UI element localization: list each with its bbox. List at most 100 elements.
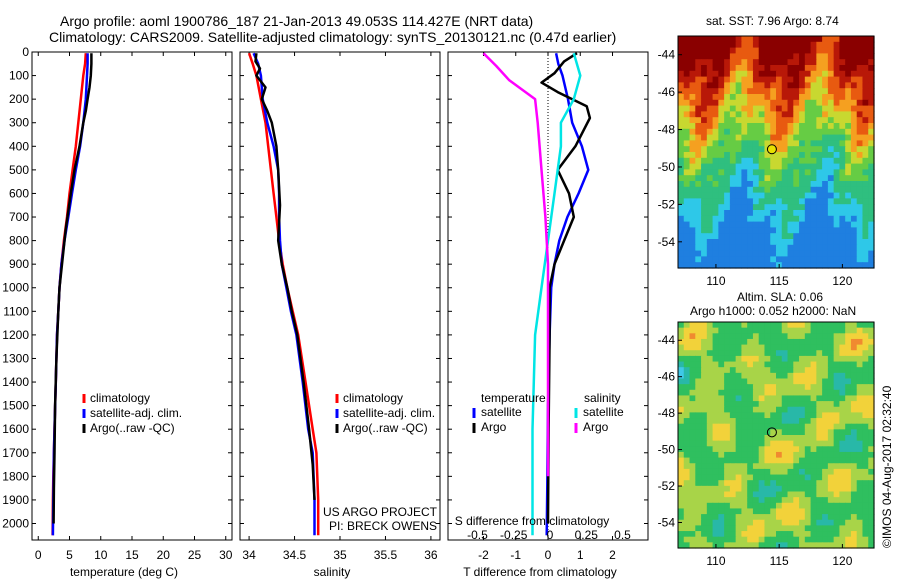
map-cell	[816, 536, 823, 543]
map-cell	[706, 406, 714, 413]
map-cell	[862, 88, 869, 95]
map-cell	[695, 70, 702, 78]
map-cell	[862, 525, 869, 532]
map-cell	[689, 41, 696, 49]
map-cell	[776, 221, 783, 228]
map-cell	[810, 514, 817, 521]
map-cell	[729, 256, 737, 263]
map-cell	[706, 502, 714, 510]
map-cell	[804, 435, 812, 442]
map-cell	[839, 76, 846, 83]
map-cell	[845, 181, 852, 188]
map-cell	[868, 514, 875, 521]
map-cell	[724, 128, 731, 136]
map-cell	[804, 65, 812, 72]
map-cell	[701, 514, 708, 521]
map-cell	[776, 401, 783, 408]
map-cell	[804, 41, 812, 49]
map-cell	[770, 244, 777, 252]
map-cell	[770, 355, 777, 363]
map-cell	[793, 262, 800, 269]
map-cell	[712, 94, 719, 101]
map-cell	[752, 502, 760, 510]
map-cell	[770, 99, 777, 107]
map-cell	[776, 198, 783, 205]
map-cell	[827, 514, 835, 521]
map-cell	[827, 457, 835, 464]
map-cell	[799, 88, 806, 95]
map-cell	[816, 367, 823, 374]
map-cell	[678, 344, 685, 351]
map-cell	[678, 412, 685, 419]
map-cell	[741, 457, 748, 464]
map-cell	[845, 157, 852, 165]
map-cell	[776, 451, 783, 459]
map-cell	[862, 395, 869, 402]
map-cell	[787, 361, 794, 368]
map-cell	[816, 463, 823, 470]
map-cell	[810, 542, 817, 549]
map-cell	[787, 76, 794, 83]
map-cell	[839, 395, 846, 402]
map-cell	[764, 181, 771, 188]
map-cell	[787, 463, 794, 470]
map-cell	[770, 59, 777, 66]
map-cell	[839, 244, 846, 252]
map-cell	[752, 53, 760, 60]
map-cell	[735, 233, 743, 240]
map-cell	[706, 542, 714, 549]
map-cell	[758, 338, 766, 346]
map-cell	[787, 215, 794, 223]
map-cell	[712, 384, 719, 391]
map-cell	[833, 262, 841, 269]
map-cell	[781, 175, 789, 182]
map-cell	[735, 47, 743, 54]
map-cell	[706, 186, 714, 194]
map-cell	[712, 88, 719, 95]
map-cell	[833, 435, 841, 442]
map-cell	[839, 485, 846, 493]
map-cell	[804, 406, 812, 413]
map-cell	[718, 418, 725, 425]
map-cell	[827, 367, 835, 374]
map-cell	[758, 378, 766, 385]
diff-legend-label: satellite	[583, 405, 624, 419]
map-cell	[678, 65, 685, 72]
map-cell	[747, 514, 754, 521]
map-cell	[816, 227, 823, 234]
map-cell	[868, 418, 875, 425]
map-cell	[724, 418, 731, 425]
map-cell	[868, 451, 875, 459]
map-cell	[706, 123, 714, 130]
map-cell	[804, 134, 812, 141]
map-cell	[678, 372, 685, 380]
map-cell	[729, 99, 737, 107]
map-cell	[822, 338, 829, 346]
map-cell	[845, 333, 852, 340]
map-cell	[678, 406, 685, 413]
map-cell	[845, 256, 852, 263]
map-cell	[695, 204, 702, 211]
map-cell	[862, 123, 869, 130]
map-cell	[781, 117, 789, 124]
map-cell	[764, 435, 771, 442]
map-cell	[845, 514, 852, 521]
map-cell	[706, 233, 714, 240]
map-cell	[747, 542, 754, 549]
map-cell	[764, 463, 771, 470]
temperature-xtick-label: 30	[219, 548, 233, 562]
map-cell	[729, 94, 737, 101]
map-cell	[712, 451, 719, 459]
map-cell	[868, 525, 875, 532]
map-cell	[776, 244, 783, 252]
map-cell	[729, 361, 737, 368]
map-cell	[799, 514, 806, 521]
map-cell	[810, 169, 817, 176]
map-cell	[678, 186, 685, 194]
map-cell	[729, 82, 737, 89]
map-cell	[770, 111, 777, 118]
map-cell	[764, 514, 771, 521]
map-cell	[752, 244, 760, 252]
map-cell	[764, 99, 771, 107]
map-cell	[770, 163, 777, 170]
